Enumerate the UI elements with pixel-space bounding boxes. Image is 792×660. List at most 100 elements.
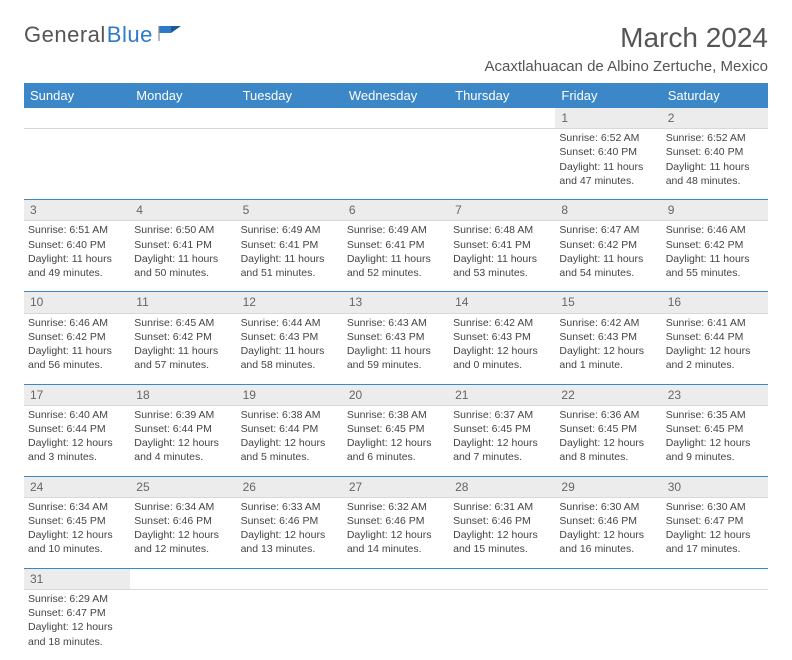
weekday-header: Sunday	[24, 83, 130, 108]
day-cell-inner: Sunrise: 6:43 AMSunset: 6:43 PMDaylight:…	[343, 314, 449, 384]
day-number: 25	[130, 477, 236, 497]
daylight-text-1: Daylight: 12 hours	[28, 620, 126, 634]
day-number: 13	[343, 292, 449, 312]
day-cell-inner: Sunrise: 6:37 AMSunset: 6:45 PMDaylight:…	[449, 406, 555, 476]
daynum-cell: 1	[555, 108, 661, 129]
daynum-row: 17181920212223	[24, 384, 768, 405]
day-number: 3	[24, 200, 130, 220]
logo-text-1: General	[24, 22, 106, 48]
day-number: 30	[662, 477, 768, 497]
daylight-text-1: Daylight: 11 hours	[134, 344, 232, 358]
day-cell-inner: Sunrise: 6:33 AMSunset: 6:46 PMDaylight:…	[237, 498, 343, 568]
week-content-row: Sunrise: 6:40 AMSunset: 6:44 PMDaylight:…	[24, 405, 768, 476]
day-cell-inner: Sunrise: 6:40 AMSunset: 6:44 PMDaylight:…	[24, 406, 130, 476]
daylight-text-1: Daylight: 11 hours	[559, 160, 657, 174]
sunset-text: Sunset: 6:46 PM	[134, 514, 232, 528]
sunset-text: Sunset: 6:46 PM	[453, 514, 551, 528]
daylight-text-1: Daylight: 11 hours	[666, 252, 764, 266]
day-number: 31	[24, 569, 130, 589]
logo: GeneralBlue	[24, 22, 183, 48]
day-cell-inner: Sunrise: 6:45 AMSunset: 6:42 PMDaylight:…	[130, 314, 236, 384]
sunset-text: Sunset: 6:43 PM	[559, 330, 657, 344]
sunrise-text: Sunrise: 6:30 AM	[559, 500, 657, 514]
day-number: 28	[449, 477, 555, 497]
day-cell: Sunrise: 6:41 AMSunset: 6:44 PMDaylight:…	[662, 313, 768, 384]
sunrise-text: Sunrise: 6:30 AM	[666, 500, 764, 514]
day-cell-inner: Sunrise: 6:38 AMSunset: 6:45 PMDaylight:…	[343, 406, 449, 476]
day-cell	[130, 129, 236, 200]
day-number: 11	[130, 292, 236, 312]
day-cell-inner: Sunrise: 6:34 AMSunset: 6:45 PMDaylight:…	[24, 498, 130, 568]
daylight-text-1: Daylight: 12 hours	[347, 436, 445, 450]
day-cell: Sunrise: 6:49 AMSunset: 6:41 PMDaylight:…	[343, 221, 449, 292]
weekday-header: Friday	[555, 83, 661, 108]
sunset-text: Sunset: 6:47 PM	[28, 606, 126, 620]
daynum-cell: 27	[343, 476, 449, 497]
day-cell-inner: Sunrise: 6:41 AMSunset: 6:44 PMDaylight:…	[662, 314, 768, 384]
sunset-text: Sunset: 6:46 PM	[559, 514, 657, 528]
daylight-text-2: and 13 minutes.	[241, 542, 339, 556]
logo-text-2: Blue	[107, 22, 153, 48]
day-cell-inner	[130, 129, 236, 199]
day-cell-inner	[449, 129, 555, 199]
daylight-text-1: Daylight: 11 hours	[453, 252, 551, 266]
daynum-row: 12	[24, 108, 768, 129]
daylight-text-1: Daylight: 11 hours	[347, 252, 445, 266]
sunrise-text: Sunrise: 6:31 AM	[453, 500, 551, 514]
daylight-text-2: and 47 minutes.	[559, 174, 657, 188]
day-number: 20	[343, 385, 449, 405]
day-number: 23	[662, 385, 768, 405]
daynum-row: 24252627282930	[24, 476, 768, 497]
day-cell-inner: Sunrise: 6:34 AMSunset: 6:46 PMDaylight:…	[130, 498, 236, 568]
daylight-text-2: and 3 minutes.	[28, 450, 126, 464]
daylight-text-1: Daylight: 12 hours	[134, 436, 232, 450]
daylight-text-2: and 2 minutes.	[666, 358, 764, 372]
daylight-text-2: and 6 minutes.	[347, 450, 445, 464]
day-cell: Sunrise: 6:49 AMSunset: 6:41 PMDaylight:…	[237, 221, 343, 292]
daylight-text-2: and 55 minutes.	[666, 266, 764, 280]
sunrise-text: Sunrise: 6:41 AM	[666, 316, 764, 330]
sunset-text: Sunset: 6:41 PM	[241, 238, 339, 252]
sunrise-text: Sunrise: 6:33 AM	[241, 500, 339, 514]
daynum-cell: 11	[130, 292, 236, 313]
sunrise-text: Sunrise: 6:52 AM	[666, 131, 764, 145]
day-cell: Sunrise: 6:38 AMSunset: 6:45 PMDaylight:…	[343, 405, 449, 476]
day-cell: Sunrise: 6:34 AMSunset: 6:45 PMDaylight:…	[24, 497, 130, 568]
daylight-text-1: Daylight: 11 hours	[241, 252, 339, 266]
location: Acaxtlahuacan de Albino Zertuche, Mexico	[485, 58, 769, 75]
day-cell: Sunrise: 6:52 AMSunset: 6:40 PMDaylight:…	[555, 129, 661, 200]
daynum-cell: 15	[555, 292, 661, 313]
daynum-cell: 10	[24, 292, 130, 313]
week-content-row: Sunrise: 6:51 AMSunset: 6:40 PMDaylight:…	[24, 221, 768, 292]
daynum-cell: 13	[343, 292, 449, 313]
daynum-row: 31	[24, 568, 768, 589]
sunrise-text: Sunrise: 6:29 AM	[28, 592, 126, 606]
daylight-text-2: and 49 minutes.	[28, 266, 126, 280]
week-content-row: Sunrise: 6:52 AM Sunset: 6:40 PMDaylight:…	[24, 129, 768, 200]
week-content-row: Sunrise: 6:46 AMSunset: 6:42 PMDaylight:…	[24, 313, 768, 384]
daylight-text-1: Daylight: 11 hours	[241, 344, 339, 358]
day-cell-inner	[343, 129, 449, 199]
day-cell: Sunrise: 6:30 AMSunset: 6:46 PMDaylight:…	[555, 497, 661, 568]
day-cell-inner: Sunrise: 6:39 AMSunset: 6:44 PMDaylight:…	[130, 406, 236, 476]
sunset-text: Sunset: 6:40 PM	[559, 145, 657, 159]
day-cell-inner: Sunrise: 6:30 AMSunset: 6:47 PMDaylight:…	[662, 498, 768, 568]
daylight-text-1: Daylight: 12 hours	[666, 344, 764, 358]
daylight-text-1: Daylight: 11 hours	[559, 252, 657, 266]
day-number: 29	[555, 477, 661, 497]
sunset-text: Sunset: 6:41 PM	[134, 238, 232, 252]
day-number: 2	[662, 108, 768, 128]
day-cell: Sunrise: 6:40 AMSunset: 6:44 PMDaylight:…	[24, 405, 130, 476]
sunset-text: Sunset: 6:41 PM	[347, 238, 445, 252]
day-cell-inner	[237, 590, 343, 660]
daylight-text-2: and 15 minutes.	[453, 542, 551, 556]
daylight-text-2: and 0 minutes.	[453, 358, 551, 372]
sunset-text: Sunset: 6:42 PM	[28, 330, 126, 344]
sunrise-text: Sunrise: 6:38 AM	[241, 408, 339, 422]
daylight-text-1: Daylight: 11 hours	[134, 252, 232, 266]
day-number: 17	[24, 385, 130, 405]
day-number: 22	[555, 385, 661, 405]
day-cell-inner: Sunrise: 6:32 AMSunset: 6:46 PMDaylight:…	[343, 498, 449, 568]
sunrise-text: Sunrise: 6:44 AM	[241, 316, 339, 330]
daylight-text-1: Daylight: 11 hours	[347, 344, 445, 358]
